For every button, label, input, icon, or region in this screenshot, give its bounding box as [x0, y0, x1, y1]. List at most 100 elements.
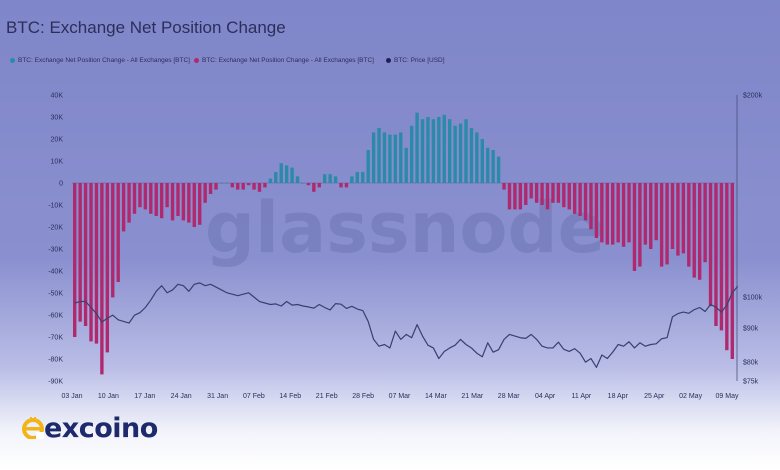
- y-left-tick-label: -20K: [48, 225, 63, 232]
- bar-negative: [149, 183, 153, 214]
- bar-positive: [301, 183, 305, 184]
- x-tick-label: 21 Mar: [461, 393, 483, 400]
- legend-item-negative[interactable]: BTC: Exchange Net Position Change - All …: [194, 57, 374, 64]
- x-tick-label: 07 Feb: [243, 393, 265, 400]
- bar-negative: [105, 183, 110, 353]
- legend-item-price[interactable]: BTC: Price [USD]: [386, 57, 445, 64]
- logo-wordmark: excoino: [44, 412, 158, 444]
- y-axis-left: 40K 30K 20K 10K 0 -10K -20K -30K -40K -50K -60K -70…: [48, 93, 63, 386]
- bar-negative: [246, 183, 251, 186]
- bar-positive: [350, 176, 354, 183]
- y-left-tick-label: 40K: [51, 93, 64, 100]
- bar-positive: [409, 125, 414, 183]
- x-tick-label: 18 Apr: [608, 393, 629, 400]
- bar-negative: [562, 183, 566, 208]
- bar-negative: [725, 183, 729, 351]
- bar-positive: [426, 117, 430, 183]
- bar-positive: [377, 128, 381, 183]
- bar-negative: [573, 183, 577, 214]
- bar-positive: [290, 167, 294, 183]
- bar-positive: [458, 123, 463, 183]
- legend-label-negative: BTC: Exchange Net Position Change - All …: [202, 57, 374, 64]
- y-axis-right: $200k $100k $90k $80k $75k: [736, 93, 763, 386]
- bar-positive: [333, 176, 338, 183]
- bar-negative: [529, 183, 533, 199]
- bar-negative: [252, 183, 256, 190]
- y-right-tick-label: $75k: [743, 379, 759, 386]
- bar-positive: [355, 172, 359, 183]
- bar-negative: [138, 183, 142, 208]
- bar-negative: [589, 183, 593, 230]
- bar-positive: [496, 156, 501, 183]
- legend-item-positive[interactable]: BTC: Exchange Net Position Change - All …: [10, 57, 190, 64]
- chart-title: BTC: Exchange Net Position Change: [6, 18, 286, 37]
- y-left-tick-label: -10K: [48, 203, 63, 210]
- x-tick-label: 02 May: [679, 393, 702, 400]
- bar-negative: [230, 183, 234, 188]
- legend-swatch-price: [386, 57, 391, 63]
- bar-negative: [89, 183, 93, 342]
- bar-positive: [361, 172, 365, 183]
- bar-negative: [257, 183, 262, 192]
- x-tick-label: 11 Apr: [572, 393, 592, 400]
- x-tick-label: 28 Mar: [498, 393, 520, 400]
- x-tick-label: 25 Apr: [644, 393, 665, 400]
- bar-positive: [415, 112, 419, 183]
- x-tick-label: 24 Jan: [171, 393, 192, 400]
- bars-group: [73, 112, 734, 375]
- legend-label-price: BTC: Price [USD]: [394, 57, 445, 64]
- excoino-logo[interactable]: excoino: [22, 408, 158, 448]
- watermark: glassnode: [205, 187, 605, 269]
- bar-positive: [274, 172, 278, 183]
- bar-negative: [94, 183, 99, 344]
- bar-negative: [621, 183, 626, 247]
- bar-positive: [371, 132, 376, 183]
- bar-negative: [198, 183, 202, 225]
- bar-negative: [681, 183, 686, 254]
- x-tick-label: 09 May: [716, 393, 739, 400]
- bar-negative: [192, 183, 196, 227]
- bar-negative: [594, 183, 599, 238]
- x-tick-label: 21 Feb: [316, 393, 338, 400]
- bar-negative: [600, 183, 604, 243]
- bitcoin-e-icon: [22, 417, 44, 439]
- bar-positive: [268, 178, 273, 183]
- bar-negative: [649, 183, 653, 249]
- bar-positive: [431, 119, 436, 183]
- bar-positive: [442, 114, 446, 183]
- bar-negative: [203, 183, 207, 203]
- bar-negative: [339, 183, 343, 188]
- bar-positive: [464, 119, 468, 183]
- bar-negative: [100, 183, 104, 375]
- bar-positive: [453, 125, 457, 183]
- bar-positive: [486, 147, 490, 183]
- bar-negative: [312, 183, 316, 192]
- y-left-tick-label: -60K: [48, 313, 63, 320]
- bar-negative: [154, 183, 158, 216]
- bar-positive: [475, 132, 479, 183]
- bar-negative: [317, 183, 321, 188]
- bar-positive: [295, 176, 300, 183]
- y-right-tick-label: $200k: [743, 93, 763, 100]
- y-left-tick-label: -30K: [48, 247, 63, 254]
- bar-negative: [181, 183, 186, 221]
- bar-negative: [643, 183, 648, 245]
- bar-negative: [616, 183, 620, 243]
- bar-positive: [219, 183, 224, 184]
- x-tick-label: 07 Mar: [389, 393, 411, 400]
- bar-negative: [540, 183, 544, 205]
- bar-positive: [323, 174, 327, 183]
- x-tick-label: 31 Jan: [207, 393, 228, 400]
- bar-positive: [404, 147, 408, 183]
- bar-negative: [127, 183, 131, 223]
- y-left-tick-label: -90K: [48, 379, 63, 386]
- bar-negative: [583, 183, 588, 221]
- bar-negative: [730, 183, 734, 359]
- bar-positive: [366, 150, 370, 183]
- bar-negative: [116, 183, 120, 282]
- bar-positive: [382, 132, 387, 183]
- bar-negative: [556, 183, 561, 203]
- x-tick-label: 17 Jan: [134, 393, 155, 400]
- x-tick-label: 14 Mar: [425, 393, 447, 400]
